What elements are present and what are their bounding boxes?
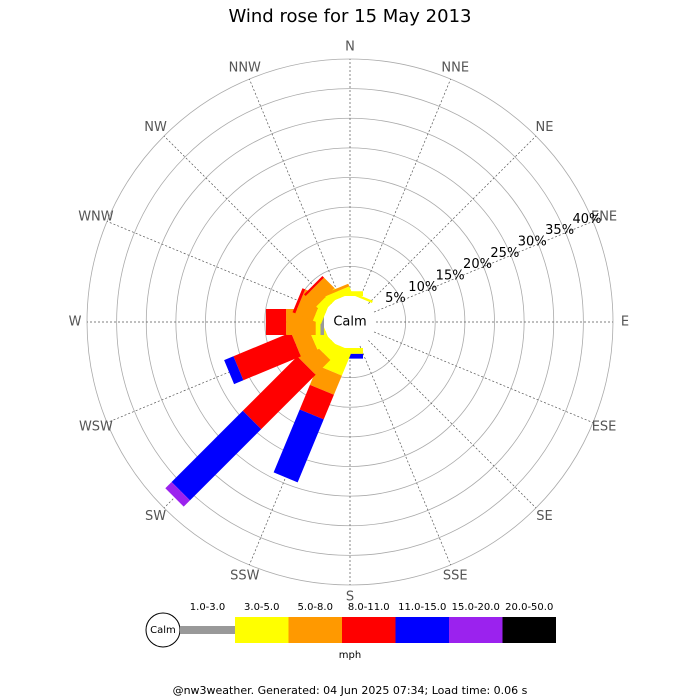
ring-label: 10%: [408, 280, 437, 295]
spoke: [359, 345, 451, 566]
bar-segment: [292, 288, 306, 314]
footer: @nw3weather. Generated: 04 Jun 2025 07:3…: [173, 684, 528, 697]
bar-segment: [303, 275, 325, 297]
legend-label: 15.0-20.0: [452, 602, 500, 613]
legend-swatch: [180, 626, 235, 634]
direction-label: WNW: [78, 209, 114, 224]
spoke: [359, 78, 451, 299]
spoke: [368, 135, 537, 304]
bar-segment: [324, 283, 350, 297]
bar-segment: [171, 410, 262, 501]
direction-label: SSE: [443, 569, 468, 584]
legend-swatch: [235, 617, 289, 643]
legend-label: 11.0-15.0: [398, 602, 446, 613]
legend-label: 20.0-50.0: [505, 602, 553, 613]
bar-segment: [233, 332, 301, 381]
bar-segment: [165, 482, 190, 507]
direction-label: NE: [535, 120, 553, 135]
legend-swatch: [288, 617, 342, 643]
legend-label: 1.0-3.0: [190, 602, 225, 613]
calm-circle: [328, 300, 372, 344]
direction-label: WSW: [79, 420, 113, 435]
spoke: [373, 331, 594, 423]
direction-label: NNW: [229, 60, 261, 75]
ring: [116, 88, 584, 556]
direction-label: W: [69, 315, 82, 330]
chart-title: Wind rose for 15 May 2013: [229, 6, 472, 27]
legend-label: 3.0-5.0: [244, 602, 279, 613]
direction-label: ENE: [591, 209, 617, 224]
legend-swatch: [502, 617, 556, 643]
spoke: [106, 221, 327, 313]
legend-label: 8.0-11.0: [348, 602, 390, 613]
legend-swatch: [395, 617, 449, 643]
legend-label: 5.0-8.0: [298, 602, 333, 613]
direction-label: SSW: [230, 569, 260, 584]
legend-swatch: [342, 617, 396, 643]
direction-label: SE: [536, 509, 552, 524]
ring-label: 25%: [490, 246, 519, 261]
legend-calm-label: Calm: [150, 625, 176, 636]
direction-label: NW: [144, 120, 167, 135]
spoke: [106, 331, 327, 423]
ring-label: 30%: [518, 235, 547, 250]
ring: [264, 236, 436, 408]
direction-label: ESE: [592, 420, 617, 435]
spoke: [373, 221, 594, 313]
ring: [205, 177, 495, 467]
bar-segment: [305, 277, 335, 307]
spoke: [249, 78, 341, 299]
bar-segment: [265, 309, 287, 335]
ring-label: 20%: [463, 257, 492, 272]
bar-segment: [242, 356, 316, 430]
spoke: [163, 135, 332, 304]
direction-label: NNE: [441, 60, 469, 75]
legend-swatch: [449, 617, 503, 643]
bar-segment: [325, 286, 353, 303]
direction-label: S: [346, 590, 354, 605]
direction-label: N: [345, 40, 355, 55]
ring-label: 15%: [436, 269, 465, 284]
bar-segment: [224, 356, 244, 385]
bar-segment: [273, 409, 324, 483]
calm-label: Calm: [333, 315, 366, 330]
legend-unit: mph: [339, 650, 361, 661]
spoke: [368, 340, 537, 509]
ring-label: 5%: [385, 291, 406, 306]
spoke: [249, 345, 341, 566]
bar-segment: [347, 290, 373, 303]
ring-label: 40%: [573, 212, 602, 227]
ring-label: 35%: [545, 223, 574, 238]
direction-label: SW: [145, 509, 166, 524]
direction-label: E: [621, 315, 629, 330]
bar-segment: [309, 365, 342, 395]
bar-segment: [299, 384, 334, 420]
